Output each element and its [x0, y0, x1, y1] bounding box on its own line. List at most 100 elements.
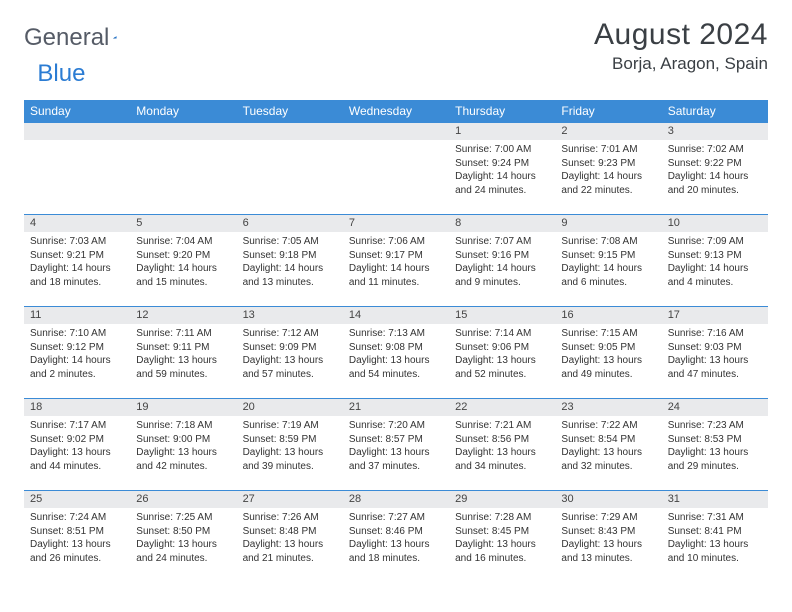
calendar-cell: 5Sunrise: 7:04 AMSunset: 9:20 PMDaylight…	[130, 214, 236, 306]
day-details: Sunrise: 7:08 AMSunset: 9:15 PMDaylight:…	[555, 232, 661, 293]
day-number: 18	[24, 398, 130, 416]
day-details: Sunrise: 7:26 AMSunset: 8:48 PMDaylight:…	[237, 508, 343, 569]
calendar-cell: 19Sunrise: 7:18 AMSunset: 9:00 PMDayligh…	[130, 398, 236, 490]
day-number: 25	[24, 490, 130, 508]
day-number: 24	[662, 398, 768, 416]
day-details: Sunrise: 7:18 AMSunset: 9:00 PMDaylight:…	[130, 416, 236, 477]
calendar-cell: 6Sunrise: 7:05 AMSunset: 9:18 PMDaylight…	[237, 214, 343, 306]
calendar-table: Sunday Monday Tuesday Wednesday Thursday…	[24, 100, 768, 582]
day-details: Sunrise: 7:28 AMSunset: 8:45 PMDaylight:…	[449, 508, 555, 569]
calendar-cell: 23Sunrise: 7:22 AMSunset: 8:54 PMDayligh…	[555, 398, 661, 490]
day-details: Sunrise: 7:19 AMSunset: 8:59 PMDaylight:…	[237, 416, 343, 477]
day-details: Sunrise: 7:23 AMSunset: 8:53 PMDaylight:…	[662, 416, 768, 477]
calendar-cell	[237, 122, 343, 214]
day-number: 30	[555, 490, 661, 508]
weekday-header: Thursday	[449, 100, 555, 122]
day-details: Sunrise: 7:05 AMSunset: 9:18 PMDaylight:…	[237, 232, 343, 293]
calendar-cell: 29Sunrise: 7:28 AMSunset: 8:45 PMDayligh…	[449, 490, 555, 582]
calendar-cell: 21Sunrise: 7:20 AMSunset: 8:57 PMDayligh…	[343, 398, 449, 490]
day-details: Sunrise: 7:06 AMSunset: 9:17 PMDaylight:…	[343, 232, 449, 293]
day-number: 16	[555, 306, 661, 324]
location: Borja, Aragon, Spain	[594, 54, 768, 74]
calendar-cell: 14Sunrise: 7:13 AMSunset: 9:08 PMDayligh…	[343, 306, 449, 398]
day-details: Sunrise: 7:22 AMSunset: 8:54 PMDaylight:…	[555, 416, 661, 477]
calendar-cell: 10Sunrise: 7:09 AMSunset: 9:13 PMDayligh…	[662, 214, 768, 306]
day-number: 5	[130, 214, 236, 232]
day-number: 11	[24, 306, 130, 324]
day-number: 10	[662, 214, 768, 232]
day-number	[343, 122, 449, 140]
day-details: Sunrise: 7:17 AMSunset: 9:02 PMDaylight:…	[24, 416, 130, 477]
day-number: 26	[130, 490, 236, 508]
calendar-cell: 20Sunrise: 7:19 AMSunset: 8:59 PMDayligh…	[237, 398, 343, 490]
calendar-cell: 25Sunrise: 7:24 AMSunset: 8:51 PMDayligh…	[24, 490, 130, 582]
day-number: 20	[237, 398, 343, 416]
day-number: 4	[24, 214, 130, 232]
day-number: 12	[130, 306, 236, 324]
weekday-header: Sunday	[24, 100, 130, 122]
calendar-cell: 30Sunrise: 7:29 AMSunset: 8:43 PMDayligh…	[555, 490, 661, 582]
logo: General	[24, 18, 137, 52]
day-number: 1	[449, 122, 555, 140]
day-details: Sunrise: 7:14 AMSunset: 9:06 PMDaylight:…	[449, 324, 555, 385]
day-details: Sunrise: 7:24 AMSunset: 8:51 PMDaylight:…	[24, 508, 130, 569]
weekday-header: Friday	[555, 100, 661, 122]
day-details: Sunrise: 7:09 AMSunset: 9:13 PMDaylight:…	[662, 232, 768, 293]
day-details: Sunrise: 7:27 AMSunset: 8:46 PMDaylight:…	[343, 508, 449, 569]
title-block: August 2024 Borja, Aragon, Spain	[594, 18, 768, 74]
day-number: 17	[662, 306, 768, 324]
day-details: Sunrise: 7:25 AMSunset: 8:50 PMDaylight:…	[130, 508, 236, 569]
calendar-cell: 3Sunrise: 7:02 AMSunset: 9:22 PMDaylight…	[662, 122, 768, 214]
weekday-header: Monday	[130, 100, 236, 122]
calendar-cell: 22Sunrise: 7:21 AMSunset: 8:56 PMDayligh…	[449, 398, 555, 490]
calendar-cell: 18Sunrise: 7:17 AMSunset: 9:02 PMDayligh…	[24, 398, 130, 490]
day-number: 27	[237, 490, 343, 508]
day-number: 31	[662, 490, 768, 508]
day-number	[130, 122, 236, 140]
day-number: 13	[237, 306, 343, 324]
day-number: 2	[555, 122, 661, 140]
day-number: 7	[343, 214, 449, 232]
calendar-cell: 12Sunrise: 7:11 AMSunset: 9:11 PMDayligh…	[130, 306, 236, 398]
day-number: 28	[343, 490, 449, 508]
day-number: 14	[343, 306, 449, 324]
day-details: Sunrise: 7:12 AMSunset: 9:09 PMDaylight:…	[237, 324, 343, 385]
day-number: 22	[449, 398, 555, 416]
day-details: Sunrise: 7:16 AMSunset: 9:03 PMDaylight:…	[662, 324, 768, 385]
day-details: Sunrise: 7:00 AMSunset: 9:24 PMDaylight:…	[449, 140, 555, 201]
weekday-header: Wednesday	[343, 100, 449, 122]
day-number: 6	[237, 214, 343, 232]
day-number	[237, 122, 343, 140]
calendar-week-row: 4Sunrise: 7:03 AMSunset: 9:21 PMDaylight…	[24, 214, 768, 306]
day-number	[24, 122, 130, 140]
day-number: 29	[449, 490, 555, 508]
calendar-cell: 17Sunrise: 7:16 AMSunset: 9:03 PMDayligh…	[662, 306, 768, 398]
day-details: Sunrise: 7:13 AMSunset: 9:08 PMDaylight:…	[343, 324, 449, 385]
calendar-cell: 13Sunrise: 7:12 AMSunset: 9:09 PMDayligh…	[237, 306, 343, 398]
calendar-cell: 2Sunrise: 7:01 AMSunset: 9:23 PMDaylight…	[555, 122, 661, 214]
day-details: Sunrise: 7:04 AMSunset: 9:20 PMDaylight:…	[130, 232, 236, 293]
calendar-cell: 28Sunrise: 7:27 AMSunset: 8:46 PMDayligh…	[343, 490, 449, 582]
calendar-cell: 8Sunrise: 7:07 AMSunset: 9:16 PMDaylight…	[449, 214, 555, 306]
triangle-icon	[113, 28, 117, 46]
calendar-week-row: 1Sunrise: 7:00 AMSunset: 9:24 PMDaylight…	[24, 122, 768, 214]
calendar-page: General August 2024 Borja, Aragon, Spain…	[0, 0, 792, 582]
calendar-cell: 7Sunrise: 7:06 AMSunset: 9:17 PMDaylight…	[343, 214, 449, 306]
calendar-cell: 9Sunrise: 7:08 AMSunset: 9:15 PMDaylight…	[555, 214, 661, 306]
day-details: Sunrise: 7:11 AMSunset: 9:11 PMDaylight:…	[130, 324, 236, 385]
logo-text-2: Blue	[37, 60, 85, 88]
day-number: 8	[449, 214, 555, 232]
day-details: Sunrise: 7:29 AMSunset: 8:43 PMDaylight:…	[555, 508, 661, 569]
calendar-cell: 16Sunrise: 7:15 AMSunset: 9:05 PMDayligh…	[555, 306, 661, 398]
calendar-cell: 27Sunrise: 7:26 AMSunset: 8:48 PMDayligh…	[237, 490, 343, 582]
day-details: Sunrise: 7:07 AMSunset: 9:16 PMDaylight:…	[449, 232, 555, 293]
day-number: 23	[555, 398, 661, 416]
day-details: Sunrise: 7:03 AMSunset: 9:21 PMDaylight:…	[24, 232, 130, 293]
day-details: Sunrise: 7:01 AMSunset: 9:23 PMDaylight:…	[555, 140, 661, 201]
day-number: 9	[555, 214, 661, 232]
calendar-cell	[130, 122, 236, 214]
day-number: 21	[343, 398, 449, 416]
calendar-week-row: 18Sunrise: 7:17 AMSunset: 9:02 PMDayligh…	[24, 398, 768, 490]
day-details: Sunrise: 7:21 AMSunset: 8:56 PMDaylight:…	[449, 416, 555, 477]
weekday-header: Saturday	[662, 100, 768, 122]
